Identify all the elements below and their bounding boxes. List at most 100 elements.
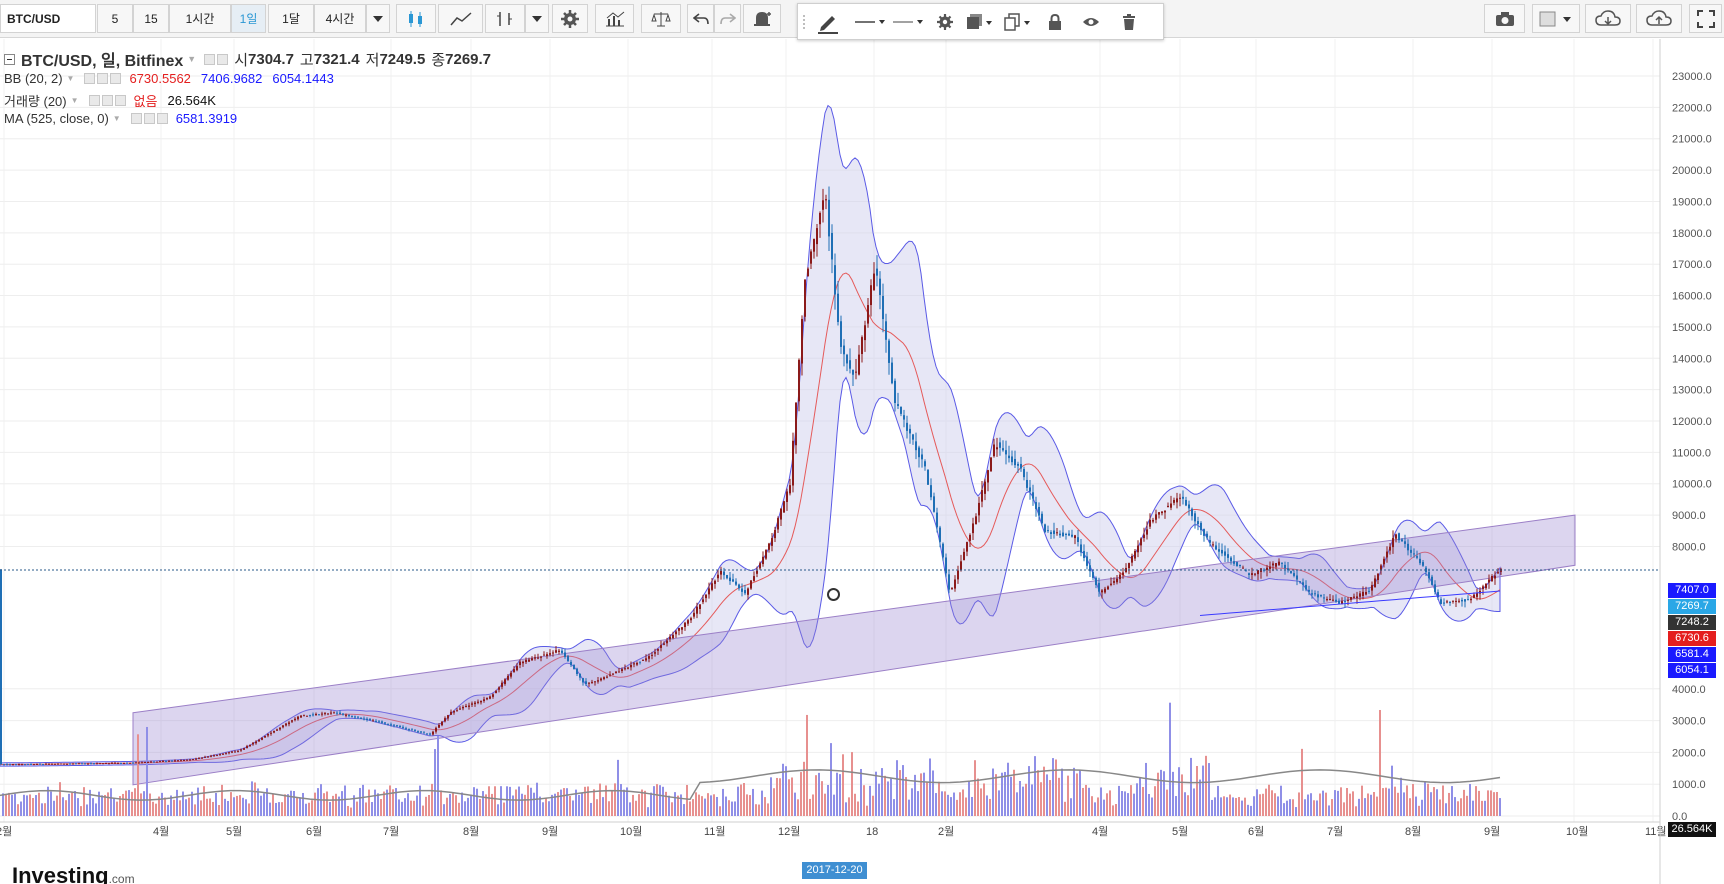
legend-close-icon[interactable] xyxy=(110,73,122,84)
clone-dropdown[interactable] xyxy=(1002,8,1034,36)
legend-settings-icon[interactable] xyxy=(204,53,216,65)
volume-bar xyxy=(869,785,871,816)
candle-body xyxy=(792,440,794,486)
crosshair-handle[interactable] xyxy=(827,588,840,601)
indicators-button[interactable] xyxy=(595,4,634,33)
candle-body xyxy=(78,763,80,765)
visual-order-dropdown[interactable] xyxy=(964,8,996,36)
candle-body xyxy=(690,618,692,621)
candle-body xyxy=(1119,574,1121,580)
interval-dropdown[interactable] xyxy=(366,4,390,33)
legend-settings-icon[interactable] xyxy=(101,95,113,106)
bars-button[interactable] xyxy=(485,4,525,33)
candle-body xyxy=(630,664,632,668)
legend-settings-icon[interactable] xyxy=(143,113,155,124)
interval-15[interactable]: 15 xyxy=(133,4,169,33)
area-chart-button[interactable] xyxy=(438,4,483,33)
legend-settings-icon[interactable] xyxy=(88,95,100,106)
candle-body xyxy=(111,762,113,764)
save-cloud-button[interactable] xyxy=(1636,4,1682,33)
candle-body xyxy=(807,268,809,277)
drag-handle[interactable] xyxy=(800,8,808,36)
candle-body xyxy=(858,354,860,375)
volume-bar xyxy=(926,782,928,816)
candles-button[interactable] xyxy=(396,4,436,33)
legend-dropdown-icon[interactable]: ▼ xyxy=(70,96,79,105)
candle-body xyxy=(1020,463,1022,469)
volume-bar xyxy=(452,792,454,816)
volume-bar xyxy=(434,749,436,816)
delete-button[interactable] xyxy=(1116,8,1142,36)
volume-bar xyxy=(692,799,694,816)
hide-button[interactable] xyxy=(1078,8,1104,36)
volume-bar xyxy=(1313,800,1315,816)
candle-body xyxy=(1365,592,1367,595)
volume-bar xyxy=(959,792,961,816)
interval-1mo[interactable]: 1달 xyxy=(268,4,314,33)
compare-button[interactable] xyxy=(641,4,681,33)
volume-bar xyxy=(923,772,925,816)
candle-body xyxy=(765,550,767,559)
legend-settings-icon[interactable] xyxy=(84,73,96,84)
volume-bar xyxy=(1424,781,1426,816)
volume-bar xyxy=(1022,786,1024,816)
settings-button[interactable] xyxy=(552,4,588,33)
candle-body xyxy=(324,713,326,715)
candle-body xyxy=(63,763,65,765)
volume-bar xyxy=(326,791,328,816)
legend-settings-icon[interactable] xyxy=(97,73,109,84)
line-style-dropdown[interactable] xyxy=(852,8,888,36)
candle-body xyxy=(267,733,269,736)
interval-1d[interactable]: 1일 xyxy=(231,4,266,33)
volume-bar xyxy=(818,772,820,816)
volume-bar xyxy=(479,798,481,816)
drawing-color-button[interactable] xyxy=(812,8,844,36)
drawing-settings-button[interactable] xyxy=(932,8,958,36)
time-tick-label: 2월 xyxy=(0,825,12,838)
volume-bar xyxy=(1103,799,1105,816)
candle-body xyxy=(819,212,821,225)
candle-body xyxy=(978,502,980,516)
volume-bar xyxy=(1310,793,1312,816)
candle-body xyxy=(1275,563,1277,567)
candle-body xyxy=(1155,514,1157,520)
legend-dropdown-icon[interactable]: ▼ xyxy=(66,74,75,83)
time-tick-label: 6월 xyxy=(1248,825,1264,838)
candle-body xyxy=(1137,545,1139,553)
price-chart[interactable]: 23000.0 22000.0 21000.0 20000.0 19000.0 18000… xyxy=(0,39,1724,884)
interval-4h[interactable]: 4시간 xyxy=(314,4,366,33)
line-width-dropdown[interactable] xyxy=(890,8,926,36)
load-cloud-button[interactable] xyxy=(1585,4,1631,33)
undo-button[interactable] xyxy=(687,4,714,33)
alert-button[interactable] xyxy=(743,4,781,33)
interval-5[interactable]: 5 xyxy=(97,4,133,33)
candle-body xyxy=(1497,572,1499,574)
fullscreen-button[interactable] xyxy=(1689,4,1722,33)
candle-body xyxy=(1299,581,1301,583)
legend-settings-icon[interactable] xyxy=(130,113,142,124)
symbol-field[interactable]: BTC/USD xyxy=(0,4,96,33)
candle-body xyxy=(339,712,341,714)
volume-bar xyxy=(437,735,439,816)
volume-bar xyxy=(1346,787,1348,816)
chart-type-dropdown[interactable] xyxy=(525,4,549,33)
line-width-icon xyxy=(893,20,923,24)
legend-visibility-icon[interactable] xyxy=(217,53,229,65)
volume-bar xyxy=(1418,805,1420,816)
volume-bar xyxy=(344,785,346,816)
chart-area[interactable]: 23000.0 22000.0 21000.0 20000.0 19000.0 18000… xyxy=(0,39,1724,884)
legend-dropdown-icon[interactable]: ▼ xyxy=(112,114,121,123)
volume-bar xyxy=(167,804,169,816)
legend-dropdown-icon[interactable]: ▼ xyxy=(187,54,197,64)
snapshot-button[interactable] xyxy=(1484,4,1525,33)
redo-button[interactable] xyxy=(714,4,741,33)
volume-bar xyxy=(659,785,661,816)
collapse-icon[interactable] xyxy=(4,53,15,65)
lock-button[interactable] xyxy=(1042,8,1068,36)
candle-body xyxy=(1014,458,1016,466)
volume-bar xyxy=(32,798,34,816)
legend-close-icon[interactable] xyxy=(156,113,168,124)
layout-dropdown[interactable] xyxy=(1532,4,1580,33)
interval-1h[interactable]: 1시간 xyxy=(169,4,231,33)
legend-close-icon[interactable] xyxy=(114,95,126,106)
